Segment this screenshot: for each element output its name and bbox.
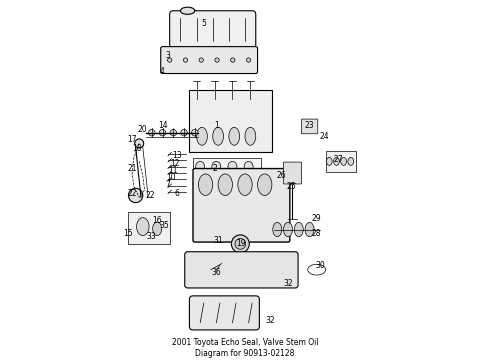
Text: 3: 3 xyxy=(166,51,171,60)
Text: 13: 13 xyxy=(172,152,182,161)
Text: 7: 7 xyxy=(166,180,171,189)
Ellipse shape xyxy=(341,157,346,165)
Text: 4: 4 xyxy=(160,67,165,76)
Text: 22: 22 xyxy=(145,191,155,200)
Ellipse shape xyxy=(244,161,253,172)
Ellipse shape xyxy=(135,139,144,148)
Text: 10: 10 xyxy=(167,173,176,182)
Ellipse shape xyxy=(215,58,219,62)
Ellipse shape xyxy=(305,222,314,237)
Text: 30: 30 xyxy=(316,261,325,270)
Ellipse shape xyxy=(198,174,213,195)
Text: 23: 23 xyxy=(305,121,315,130)
Text: 24: 24 xyxy=(319,132,329,141)
Text: 31: 31 xyxy=(213,236,223,245)
Ellipse shape xyxy=(170,130,176,136)
Ellipse shape xyxy=(228,161,237,172)
Text: 20: 20 xyxy=(138,125,147,134)
Ellipse shape xyxy=(218,174,232,195)
Ellipse shape xyxy=(245,127,256,145)
Ellipse shape xyxy=(168,58,172,62)
Ellipse shape xyxy=(294,222,303,237)
Ellipse shape xyxy=(196,127,207,145)
Text: 27: 27 xyxy=(333,155,343,164)
Ellipse shape xyxy=(348,157,354,165)
Text: 22: 22 xyxy=(127,189,137,198)
Text: 21: 21 xyxy=(127,164,137,173)
Ellipse shape xyxy=(153,222,162,235)
Ellipse shape xyxy=(235,238,245,249)
Text: 2: 2 xyxy=(212,164,217,173)
Text: 15: 15 xyxy=(123,229,133,238)
FancyBboxPatch shape xyxy=(193,168,290,242)
FancyBboxPatch shape xyxy=(161,47,258,73)
Ellipse shape xyxy=(258,174,272,195)
Ellipse shape xyxy=(231,235,249,253)
Text: 28: 28 xyxy=(312,229,321,238)
Ellipse shape xyxy=(128,188,143,203)
Ellipse shape xyxy=(181,130,187,136)
Ellipse shape xyxy=(212,161,221,172)
Ellipse shape xyxy=(148,130,155,136)
Text: 32: 32 xyxy=(283,279,293,288)
Ellipse shape xyxy=(199,58,203,62)
Text: 35: 35 xyxy=(159,221,169,230)
Ellipse shape xyxy=(159,130,166,136)
Ellipse shape xyxy=(238,174,252,195)
FancyBboxPatch shape xyxy=(190,90,272,152)
Bar xyxy=(128,212,170,244)
FancyBboxPatch shape xyxy=(283,162,302,184)
Ellipse shape xyxy=(180,7,195,14)
Text: 2001 Toyota Echo Seal, Valve Stem Oil
Diagram for 90913-02128: 2001 Toyota Echo Seal, Valve Stem Oil Di… xyxy=(172,338,318,357)
Ellipse shape xyxy=(326,157,332,165)
Ellipse shape xyxy=(137,218,149,235)
Text: 36: 36 xyxy=(212,268,221,277)
Text: 33: 33 xyxy=(147,232,157,241)
Ellipse shape xyxy=(196,161,205,172)
Text: 25: 25 xyxy=(287,182,296,191)
Text: 14: 14 xyxy=(158,121,167,130)
Text: 16: 16 xyxy=(152,216,162,225)
Text: 18: 18 xyxy=(133,144,142,153)
Bar xyxy=(326,150,356,172)
Ellipse shape xyxy=(334,157,339,165)
Text: 17: 17 xyxy=(127,135,137,144)
Text: 12: 12 xyxy=(171,159,180,168)
Ellipse shape xyxy=(246,58,251,62)
Ellipse shape xyxy=(183,58,188,62)
FancyBboxPatch shape xyxy=(190,296,259,330)
Ellipse shape xyxy=(231,58,235,62)
Text: 1: 1 xyxy=(214,121,219,130)
FancyBboxPatch shape xyxy=(301,119,318,134)
Text: 5: 5 xyxy=(201,19,206,28)
FancyBboxPatch shape xyxy=(185,252,298,288)
Text: 32: 32 xyxy=(265,316,275,325)
FancyBboxPatch shape xyxy=(170,11,256,48)
Text: 26: 26 xyxy=(276,171,286,180)
Ellipse shape xyxy=(273,222,282,237)
Text: 11: 11 xyxy=(169,166,178,175)
Ellipse shape xyxy=(229,127,240,145)
Ellipse shape xyxy=(284,222,293,237)
Bar xyxy=(193,158,261,176)
Ellipse shape xyxy=(213,127,223,145)
Text: 29: 29 xyxy=(312,214,321,223)
Text: 19: 19 xyxy=(237,239,246,248)
Ellipse shape xyxy=(192,130,198,136)
Text: 6: 6 xyxy=(174,189,179,198)
